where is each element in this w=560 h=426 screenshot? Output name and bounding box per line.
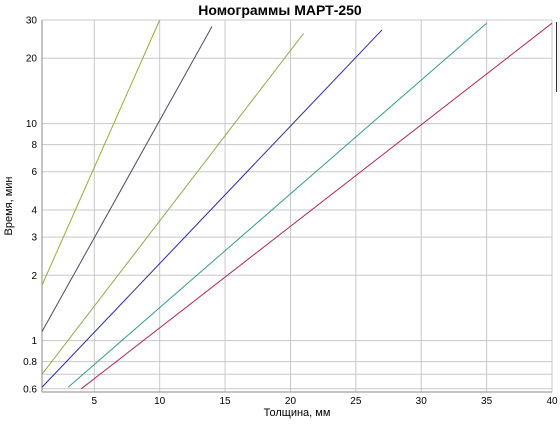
x-tick-label: 25 — [350, 396, 362, 407]
series-line — [80, 22, 553, 390]
y-tick-label: 8 — [31, 140, 37, 151]
x-tick-label: 20 — [285, 396, 297, 407]
x-tick-label: 40 — [546, 396, 558, 407]
series-line — [67, 22, 487, 388]
y-tick-label: 1 — [31, 336, 37, 347]
series-line — [41, 19, 161, 286]
y-tick-label: 30 — [26, 16, 38, 27]
y-tick-label: 0.8 — [23, 357, 37, 368]
y-tick-label: 20 — [26, 54, 38, 65]
y-axis-label: Время, мин — [3, 177, 15, 236]
series-line — [41, 33, 304, 375]
x-tick-label: 30 — [416, 396, 428, 407]
series-line — [41, 26, 213, 332]
chart-title: Номограммы МАРТ-250 — [198, 2, 362, 18]
y-tick-label: 2 — [31, 271, 37, 282]
x-tick-label: 5 — [92, 396, 98, 407]
x-tick-label: 15 — [220, 396, 232, 407]
y-tick-label: 3 — [31, 233, 37, 244]
x-tick-label: 35 — [481, 396, 493, 407]
window-edge-stub — [556, 22, 560, 92]
x-axis-label: Толщина, мм — [264, 407, 331, 419]
y-tick-label: 6 — [31, 167, 37, 178]
series-line — [41, 29, 383, 388]
y-tick-label: 10 — [26, 119, 38, 130]
x-tick-label: 10 — [154, 396, 166, 407]
y-tick-label: 0.6 — [23, 384, 37, 395]
y-tick-label: 4 — [31, 205, 37, 216]
